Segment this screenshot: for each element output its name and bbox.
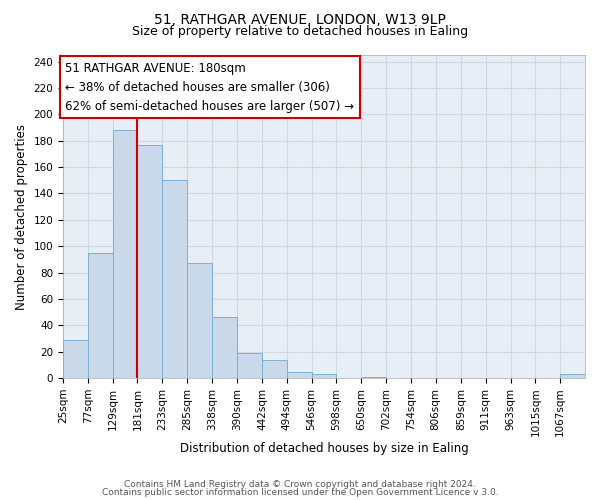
Bar (287, 372, 311, 378)
Bar (311, 374, 337, 378)
Text: Size of property relative to detached houses in Ealing: Size of property relative to detached ho… (132, 25, 468, 38)
Bar (187, 264, 212, 378)
Bar (137, 144, 162, 378)
Text: 51, RATHGAR AVENUE, LONDON, W13 9LP: 51, RATHGAR AVENUE, LONDON, W13 9LP (154, 12, 446, 26)
X-axis label: Distribution of detached houses by size in Ealing: Distribution of detached houses by size … (179, 442, 469, 455)
Text: Contains public sector information licensed under the Open Government Licence v : Contains public sector information licen… (101, 488, 499, 497)
Bar (212, 318, 237, 378)
Y-axis label: Number of detached properties: Number of detached properties (15, 124, 28, 310)
Text: Contains HM Land Registry data © Crown copyright and database right 2024.: Contains HM Land Registry data © Crown c… (124, 480, 476, 489)
Bar (560, 374, 585, 378)
Bar (113, 130, 137, 378)
Bar (162, 180, 187, 378)
Bar (262, 360, 287, 378)
Bar (361, 377, 386, 378)
Bar (237, 353, 262, 378)
Bar (88, 253, 113, 378)
Bar (63, 340, 88, 378)
Text: 51 RATHGAR AVENUE: 180sqm
← 38% of detached houses are smaller (306)
62% of semi: 51 RATHGAR AVENUE: 180sqm ← 38% of detac… (65, 62, 355, 112)
